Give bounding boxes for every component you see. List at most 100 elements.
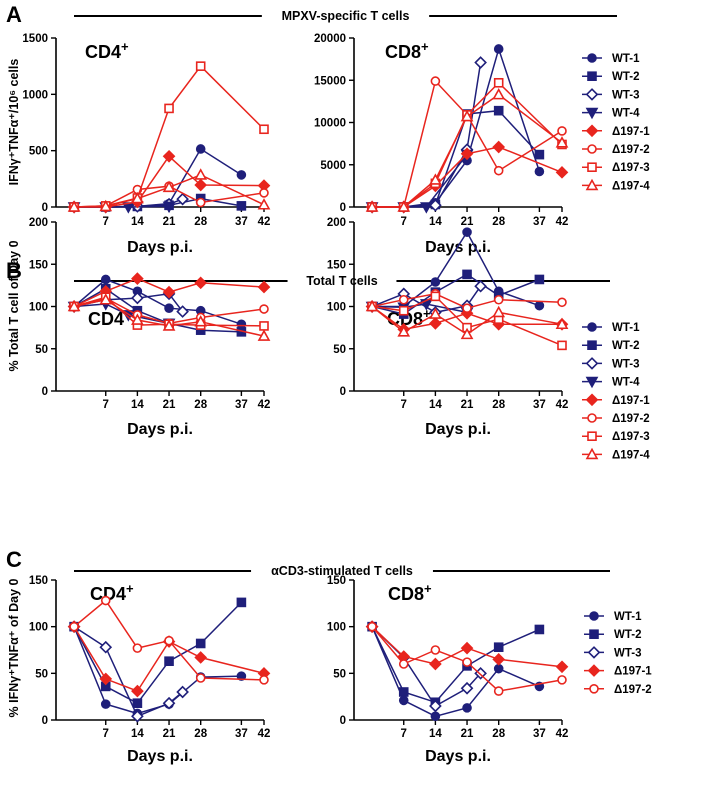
- legend-item: WT-2: [584, 629, 641, 641]
- y-tick-label: 200: [327, 217, 346, 229]
- legend-marker: [587, 664, 601, 677]
- x-tick-label: 21: [163, 728, 176, 740]
- data-point: [164, 635, 174, 646]
- data-point: [429, 173, 442, 185]
- data-point: [194, 168, 208, 180]
- series-line: [371, 293, 563, 309]
- data-point: [398, 659, 409, 669]
- section-title-bg: [287, 273, 397, 287]
- data-point: [534, 166, 545, 177]
- legend-marker: [587, 413, 597, 423]
- x-tick-label: 7: [103, 728, 109, 740]
- data-point: [259, 304, 269, 314]
- legend-marker: [585, 88, 599, 101]
- legend-label: Δ197-3: [612, 162, 650, 174]
- data-point: [460, 641, 474, 655]
- x-tick-label: 14: [131, 399, 144, 411]
- data-point: [194, 651, 208, 664]
- data-point: [462, 657, 472, 667]
- data-point: [555, 660, 569, 674]
- data-point: [534, 300, 545, 311]
- data-point: [397, 325, 411, 337]
- section-A: A MPXV-specific T cells IFNγ⁺TNFα⁺/10⁶ cel…: [6, 2, 617, 185]
- data-point: [429, 657, 442, 671]
- legend-item: Δ197-1: [582, 124, 650, 138]
- x-tick-label: 42: [556, 216, 569, 228]
- data-point: [460, 681, 474, 695]
- section-title-bg: [251, 563, 433, 577]
- data-point: [534, 624, 545, 635]
- legend-marker: [587, 431, 597, 442]
- series-line: [73, 599, 265, 681]
- legend-marker: [589, 611, 599, 621]
- series-WT-2: [367, 621, 545, 708]
- data-point: [493, 44, 504, 54]
- legend-item: WT-1: [584, 611, 642, 623]
- section-title-bg: [261, 8, 430, 22]
- data-point: [162, 319, 176, 331]
- legend-marker: [587, 71, 597, 81]
- legend-item: WT-3: [582, 357, 639, 370]
- y-tick-label: 0: [340, 386, 346, 398]
- series-Δ197-2: [367, 621, 567, 696]
- data-point: [429, 317, 442, 330]
- y-tick-label: 500: [29, 146, 48, 158]
- x-tick-label: 37: [235, 216, 248, 228]
- data-point: [493, 105, 504, 116]
- data-point: [99, 293, 113, 305]
- data-point: [492, 305, 506, 318]
- data-point: [555, 317, 569, 330]
- data-point: [430, 76, 441, 86]
- legend-marker: [585, 107, 599, 120]
- data-point: [534, 274, 545, 285]
- x-axis-label: Days p.i.: [127, 239, 193, 256]
- data-point: [195, 144, 206, 154]
- data-point: [164, 303, 174, 313]
- data-point: [493, 642, 504, 653]
- x-tick-label: 28: [194, 216, 207, 228]
- data-point: [493, 663, 504, 674]
- series-Δ197-4: [365, 87, 569, 212]
- data-point: [131, 684, 144, 698]
- data-point: [164, 103, 174, 114]
- x-tick-label: 14: [429, 216, 442, 228]
- data-point: [176, 685, 189, 699]
- legend-label: Δ197-1: [614, 666, 652, 678]
- series-WT-2: [69, 193, 247, 212]
- legend-marker: [587, 162, 597, 172]
- legend-marker: [585, 376, 599, 389]
- x-tick-label: 42: [258, 399, 271, 411]
- series-WT-1: [69, 274, 247, 330]
- legend-item: Δ197-2: [582, 144, 650, 156]
- x-tick-label: 28: [492, 728, 505, 740]
- data-point: [492, 653, 506, 666]
- chart-title: CD8+: [388, 581, 432, 604]
- series-line: [372, 62, 482, 208]
- data-point: [460, 327, 474, 340]
- data-point: [257, 198, 271, 210]
- data-point: [195, 197, 206, 208]
- legend-label: Δ197-1: [612, 126, 650, 138]
- data-point: [419, 202, 433, 214]
- y-axis-label: % Total T cell of Day 0: [7, 240, 21, 371]
- legend-label: WT-3: [612, 358, 639, 370]
- x-tick-label: 14: [131, 728, 144, 740]
- chart-title: CD4+: [88, 306, 132, 329]
- x-tick-label: 37: [533, 399, 546, 411]
- data-point: [534, 149, 545, 160]
- legend-item: WT-2: [582, 340, 639, 352]
- series-line: [372, 109, 540, 208]
- series-line: [372, 295, 563, 347]
- chart-B-cd4: 0 50 100 150 200 7 14 21 28 37 42 Days p.i. CD4+: [29, 217, 271, 438]
- data-point: [430, 277, 441, 287]
- data-point: [462, 703, 472, 713]
- data-point: [236, 671, 247, 681]
- data-point: [67, 200, 81, 212]
- data-point: [194, 315, 208, 327]
- data-point: [131, 313, 144, 325]
- x-tick-label: 21: [461, 728, 474, 740]
- panel-letter: B: [6, 258, 22, 283]
